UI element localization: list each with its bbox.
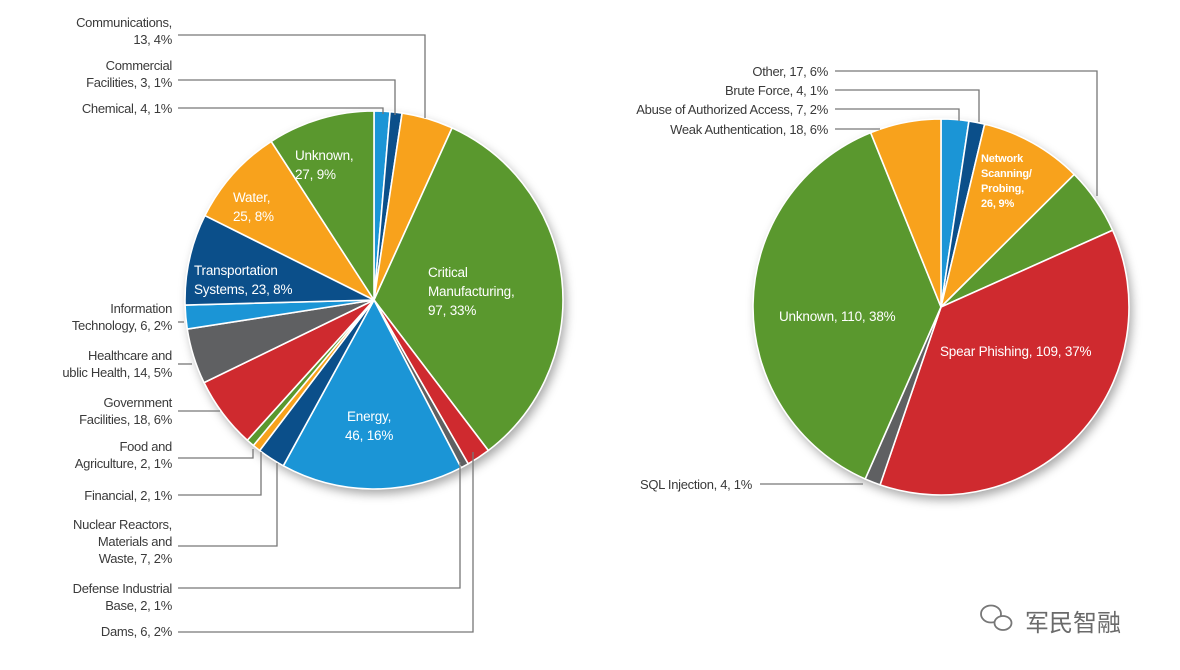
pie-slice-unknown bbox=[752, 131, 942, 480]
leader-nuclear bbox=[178, 463, 278, 547]
label-unknown-right: Unknown, 110, 38% bbox=[779, 309, 896, 324]
pie-slice-water bbox=[204, 140, 375, 301]
leader-communications bbox=[178, 34, 426, 118]
label-information-technology: Information Technology, 6, 2% bbox=[71, 301, 172, 333]
label-network-scanning: Network Scanning/ Probing, 26, 9% bbox=[981, 153, 1032, 210]
pie-slice-network-scanning-probing bbox=[940, 123, 1076, 308]
label-financial: Financial, 2, 1% bbox=[84, 488, 172, 503]
pie-slice-critical-manufacturing bbox=[373, 127, 564, 452]
label-other: Other, 17, 6% bbox=[752, 64, 828, 79]
label-chemical: Chemical, 4, 1% bbox=[81, 101, 172, 116]
leader-financial bbox=[178, 452, 262, 496]
pie-right bbox=[752, 118, 1130, 496]
label-government-facilities: Government Facilities, 18, 6% bbox=[79, 395, 172, 427]
leader-abuse bbox=[835, 108, 960, 121]
label-transportation: Transportation Systems, 23, 8% bbox=[194, 263, 293, 297]
label-spear-phishing: Spear Phishing, 109, 37% bbox=[940, 344, 1092, 359]
label-sql-injection: SQL Injection, 4, 1% bbox=[639, 477, 752, 492]
leader-brute-force bbox=[835, 89, 980, 122]
label-communications: Communications, 13, 4% bbox=[76, 15, 172, 47]
leader-defense bbox=[178, 462, 461, 589]
pie-slice-energy bbox=[282, 299, 462, 490]
leader-other bbox=[835, 70, 1098, 196]
wechat-icon bbox=[980, 604, 1013, 631]
label-weak-authentication: Weak Authentication, 18, 6% bbox=[670, 122, 828, 137]
pie-left bbox=[184, 110, 564, 490]
pie-slice-weak-authentication bbox=[869, 118, 942, 308]
label-commercial-facilities: Commercial Facilities, 3, 1% bbox=[86, 58, 172, 90]
label-healthcare: Healthcare and ublic Health, 14, 5% bbox=[62, 348, 172, 380]
label-critical-manufacturing: Critical Manufacturing, 97, 33% bbox=[428, 265, 515, 318]
label-dams: Dams, 6, 2% bbox=[100, 624, 172, 639]
watermark-text: 军民智融 bbox=[1025, 610, 1121, 637]
label-food-agriculture: Food and Agriculture, 2, 1% bbox=[74, 439, 173, 471]
label-brute-force: Brute Force, 4, 1% bbox=[725, 83, 828, 98]
pie-slice-transportation-systems bbox=[184, 214, 375, 306]
pie-slice-unknown bbox=[270, 110, 375, 301]
label-abuse-authorized-access: Abuse of Authorized Access, 7, 2% bbox=[636, 102, 828, 117]
label-defense-industrial-base: Defense Industrial Base, 2, 1% bbox=[72, 581, 173, 613]
leader-lines bbox=[178, 34, 1098, 633]
label-unknown-left: Unknown, 27, 9% bbox=[295, 148, 354, 182]
label-energy: Energy, 46, 16% bbox=[345, 409, 394, 443]
leader-chemical bbox=[178, 107, 384, 114]
leader-commercial bbox=[178, 79, 396, 115]
label-nuclear: Nuclear Reactors, Materials and Waste, 7… bbox=[73, 517, 172, 566]
label-water: Water, 25, 8% bbox=[233, 190, 274, 224]
pie-slice-spear-phishing bbox=[879, 229, 1130, 496]
leader-food bbox=[178, 449, 254, 459]
leader-dams bbox=[178, 452, 474, 633]
